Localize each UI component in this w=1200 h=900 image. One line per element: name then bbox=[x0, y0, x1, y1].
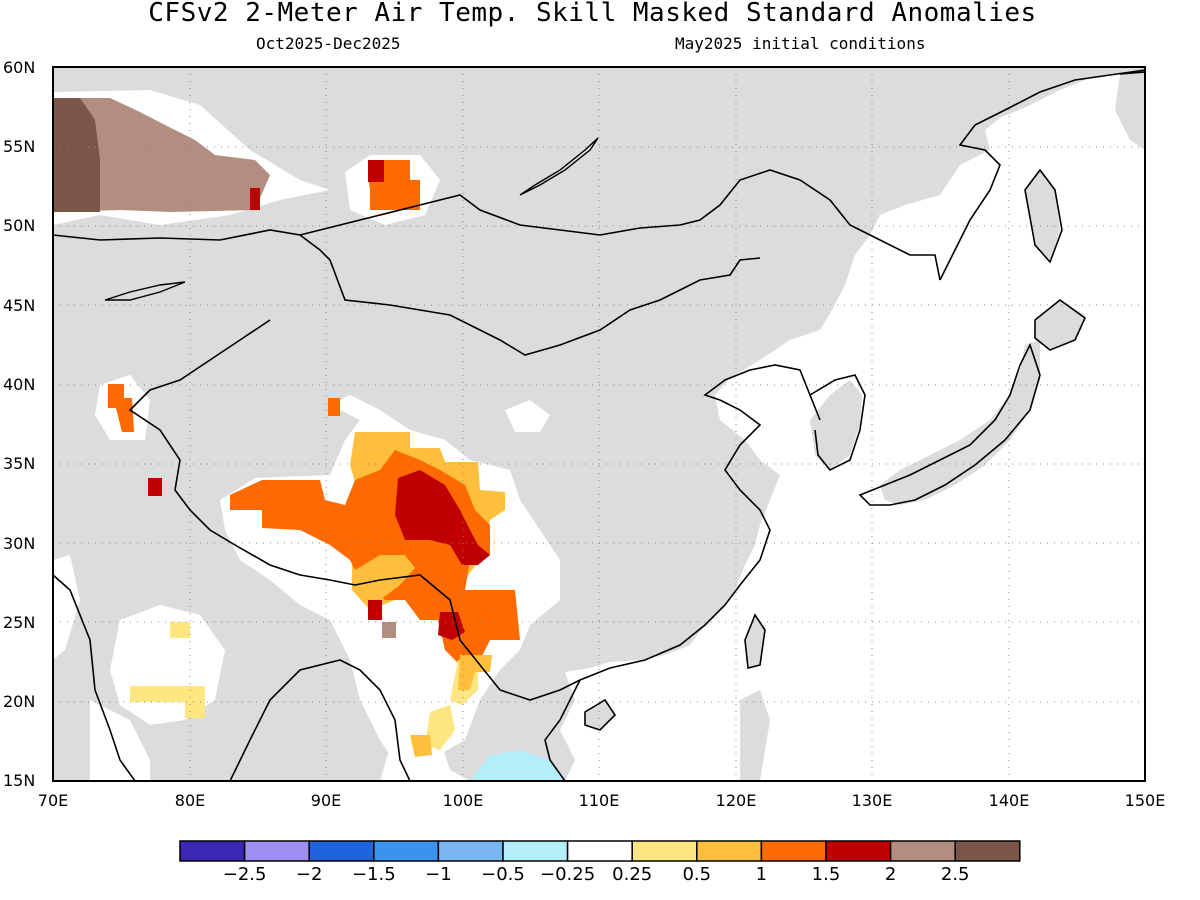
lon-tick: 130E bbox=[852, 791, 893, 810]
anomaly-assam-brown bbox=[382, 622, 396, 638]
colorbar: −2.5 −2 −1.5 −1 −0.5 −0.25 0.25 0.5 1 1.5 2 2.5 bbox=[179, 840, 1021, 885]
anomaly-tarim-orange bbox=[328, 398, 340, 416]
mask-patch-india-south bbox=[90, 700, 150, 781]
anomaly-assam-yellow bbox=[355, 555, 415, 600]
coast-india bbox=[53, 574, 136, 781]
colorbar-label: 2.5 bbox=[941, 864, 970, 885]
lon-tick: 110E bbox=[579, 791, 620, 810]
colorbar-swatch bbox=[179, 840, 246, 862]
coast-bay-of-bengal bbox=[229, 659, 411, 781]
lon-tick: 100E bbox=[443, 791, 484, 810]
colorbar-swatch bbox=[954, 840, 1021, 862]
colorbar-label: 1 bbox=[756, 864, 767, 885]
colorbar-swatch bbox=[825, 840, 892, 862]
anomaly-siberia-red bbox=[250, 188, 260, 210]
coast-china-east bbox=[579, 364, 821, 681]
lat-tick: 15N bbox=[3, 771, 35, 790]
colorbar-label: −2.5 bbox=[223, 864, 267, 885]
colorbar-label: 0.5 bbox=[682, 864, 711, 885]
anomaly-india-yellow-2 bbox=[130, 686, 205, 718]
colorbar-label: −1 bbox=[425, 864, 452, 885]
anomaly-siberia-2 bbox=[53, 98, 270, 212]
colorbar-swatch bbox=[760, 840, 827, 862]
lon-tick: 120E bbox=[716, 791, 757, 810]
anomaly-kashmir-red bbox=[148, 478, 162, 496]
mask-patch-qaidam bbox=[505, 400, 550, 432]
colorbar-label: −0.25 bbox=[540, 864, 595, 885]
coast-okhotsk bbox=[939, 69, 1145, 281]
lat-tick: 50N bbox=[3, 216, 35, 235]
colorbar-label: −0.5 bbox=[481, 864, 525, 885]
colorbar-swatch bbox=[696, 840, 763, 862]
land-korea bbox=[810, 380, 862, 470]
lat-tick: 40N bbox=[3, 375, 35, 394]
coastlines-borders bbox=[53, 69, 1145, 781]
lon-tick: 70E bbox=[38, 791, 68, 810]
border-himalaya bbox=[354, 574, 581, 701]
anomaly-myanmar-orange bbox=[458, 655, 492, 690]
colorbar-swatch bbox=[502, 840, 569, 862]
anomaly-altai-red bbox=[368, 160, 384, 182]
colorbar-label: 0.25 bbox=[612, 864, 652, 885]
lake-baikal bbox=[519, 137, 599, 196]
anomaly-india-yellow-1 bbox=[170, 622, 190, 638]
land-japan-honshu bbox=[880, 340, 1040, 505]
lake-balkhash bbox=[104, 281, 186, 301]
anomaly-tibet-red bbox=[395, 470, 490, 565]
border-mongolia-china bbox=[329, 257, 761, 356]
coast-korea bbox=[809, 374, 866, 472]
forecast-period: Oct2025-Dec2025 bbox=[256, 34, 401, 53]
colorbar-label: −1.5 bbox=[352, 864, 396, 885]
colorbar-label: 1.5 bbox=[812, 864, 841, 885]
map-panel bbox=[53, 67, 1145, 781]
lat-tick: 20N bbox=[3, 692, 35, 711]
lat-tick: 25N bbox=[3, 613, 35, 632]
lon-tick: 80E bbox=[175, 791, 205, 810]
anomaly-siberia-2-5 bbox=[53, 98, 100, 212]
coast-hainan bbox=[584, 698, 617, 731]
colorbar-swatch bbox=[308, 840, 375, 862]
coast-hokkaido bbox=[1034, 298, 1086, 351]
anomaly-pamir-orange bbox=[108, 384, 134, 432]
coast-taiwan bbox=[744, 613, 766, 669]
lon-axis: 70E 80E 90E 100E 110E 120E 130E 140E 150… bbox=[38, 791, 1166, 810]
colorbar-label: −2 bbox=[296, 864, 323, 885]
lat-tick: 55N bbox=[3, 137, 35, 156]
coast-japan bbox=[858, 342, 1041, 506]
coast-kamchatka bbox=[1119, 71, 1145, 75]
colorbar-swatch bbox=[437, 840, 504, 862]
colorbar-swatch bbox=[889, 840, 956, 862]
map-gridlines bbox=[53, 67, 1145, 781]
coast-sakhalin bbox=[1024, 168, 1063, 264]
coast-indochina bbox=[544, 679, 581, 781]
anomaly-vietnam-lightblue bbox=[470, 750, 565, 781]
border-russia-china bbox=[299, 169, 941, 281]
anomaly-assam-red bbox=[368, 600, 382, 620]
colorbar-swatch bbox=[243, 840, 310, 862]
border-kazakhstan bbox=[53, 229, 331, 261]
land-luzon bbox=[740, 690, 770, 781]
land-kamchatka bbox=[1115, 70, 1145, 150]
anomaly-field bbox=[53, 98, 565, 781]
lon-tick: 140E bbox=[989, 791, 1030, 810]
initial-conditions: May2025 initial conditions bbox=[675, 34, 926, 53]
lat-tick: 45N bbox=[3, 296, 35, 315]
lat-tick: 30N bbox=[3, 534, 35, 553]
anomaly-burma-south-orange bbox=[410, 735, 432, 757]
land-hokkaido bbox=[1035, 300, 1085, 350]
lat-tick: 60N bbox=[3, 58, 35, 77]
border-china-west bbox=[128, 319, 356, 586]
colorbar-swatch bbox=[631, 840, 698, 862]
colorbar-swatch bbox=[373, 840, 440, 862]
lon-tick: 150E bbox=[1125, 791, 1166, 810]
colorbar-label: 2 bbox=[885, 864, 896, 885]
lat-axis: 15N 20N 25N 30N 35N 40N 45N 50N 55N 60N bbox=[3, 58, 35, 790]
colorbar-swatch bbox=[566, 840, 633, 862]
anomaly-burma-south-yellow bbox=[425, 705, 455, 750]
map-frame bbox=[52, 66, 1146, 782]
lon-tick: 90E bbox=[311, 791, 341, 810]
lat-tick: 35N bbox=[3, 454, 35, 473]
map-title: CFSv2 2-Meter Air Temp. Skill Masked Sta… bbox=[148, 0, 1037, 28]
